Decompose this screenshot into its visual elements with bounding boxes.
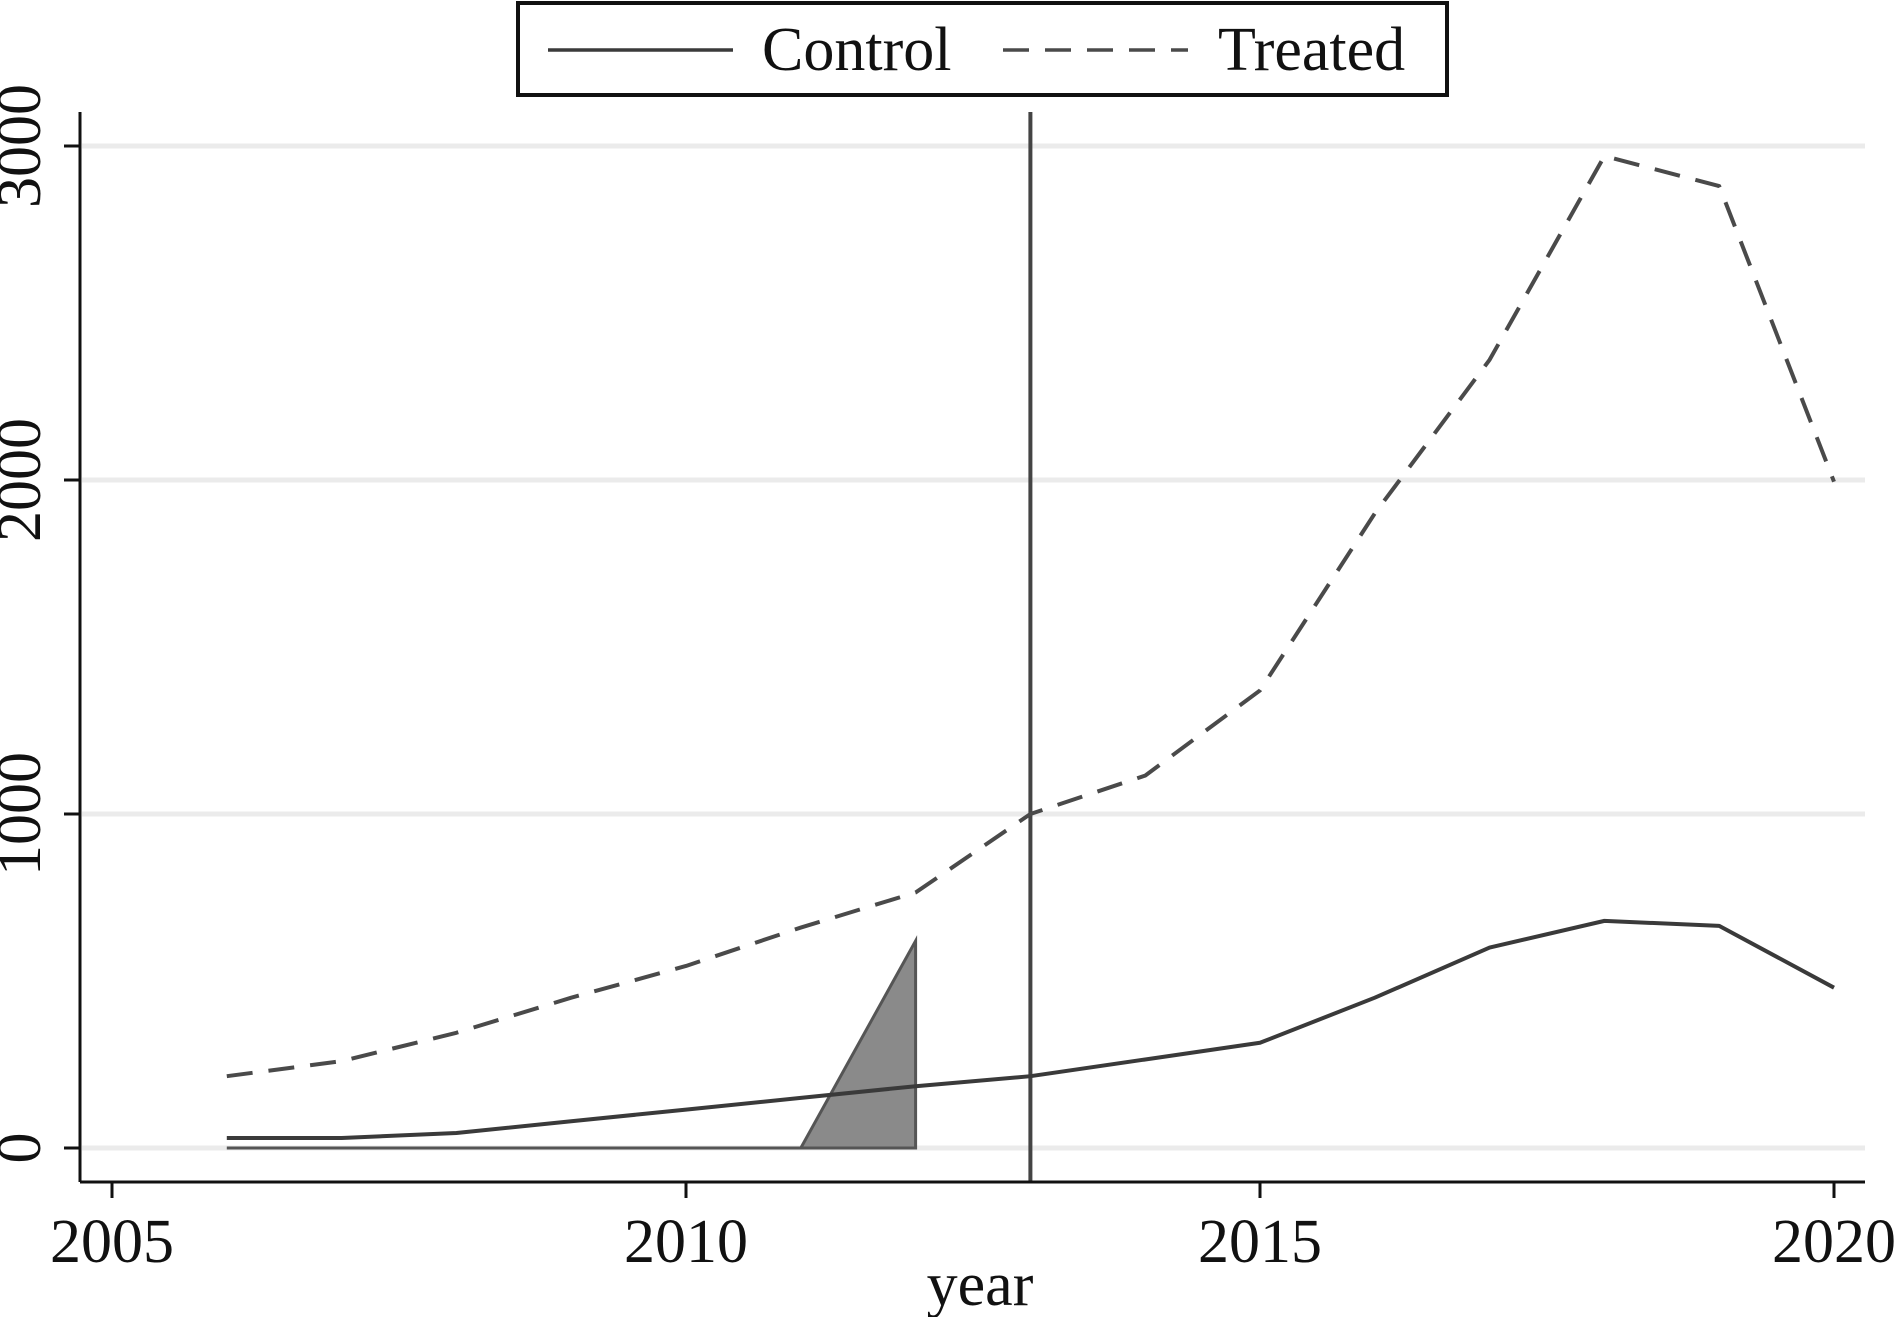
legend-label-control: Control [762,16,951,84]
data-point-control-2006 [225,1136,229,1140]
data-point-treated-2014 [1143,774,1147,778]
legend-label-treated: Treated [1218,16,1405,84]
x-tick-label-2005: 2005 [50,1208,174,1276]
x-tick-label-2020: 2020 [1772,1208,1896,1276]
x-tick-label-2010: 2010 [624,1208,748,1276]
x-tick-label-2015: 2015 [1198,1208,1322,1276]
series-line-control [226,918,1835,1140]
data-point-treated-2016 [1373,511,1377,515]
data-point-control-2020 [1832,986,1836,990]
data-point-treated-2011 [799,926,803,930]
shade-layer [226,935,918,1150]
y-tick-label-3000: 3000 [0,84,54,208]
data-point-control-2018 [1602,919,1606,923]
data-point-treated-2010 [684,964,688,968]
data-point-treated-2018 [1602,154,1606,158]
data-point-control-2017 [1488,946,1492,950]
tick-layer: 2005 2010 2015 2020 0 1000 2000 3000 [0,84,1896,1276]
series-line-treated [226,154,1836,1079]
grid-layer [82,143,1865,1151]
data-point-control-2012 [914,1084,918,1088]
data-point-treated-2020 [1832,480,1836,484]
data-point-control-2008 [454,1131,458,1135]
data-point-treated-2012 [914,890,918,894]
data-point-control-2011 [799,1096,803,1100]
data-point-treated-2013 [1028,812,1032,816]
axes-layer [78,112,1865,1184]
data-point-treated-2015 [1258,688,1262,692]
data-point-control-2014 [1143,1057,1147,1061]
data-point-treated-2008 [454,1031,458,1035]
data-point-control-2016 [1373,996,1377,1000]
legend: Control Treated [516,1,1449,97]
data-point-control-2009 [569,1119,573,1123]
shaded-region [226,935,918,1150]
data-point-control-2007 [340,1136,344,1140]
data-point-treated-2007 [340,1059,344,1063]
data-point-control-2010 [684,1108,688,1112]
data-point-treated-2019 [1717,184,1721,188]
y-tick-label-2000: 2000 [0,418,54,542]
data-point-control-2013 [1028,1074,1032,1078]
data-point-treated-2017 [1488,358,1492,362]
legend-box [516,1,1449,97]
data-point-treated-2006 [225,1074,229,1078]
y-tick-label-1000: 1000 [0,752,54,876]
data-point-control-2015 [1258,1041,1262,1045]
x-axis-title: year [927,1251,1034,1317]
data-point-control-2019 [1717,924,1721,928]
y-tick-label-0: 0 [0,1133,54,1164]
series-layer [225,154,1836,1140]
data-point-treated-2009 [569,996,573,1000]
